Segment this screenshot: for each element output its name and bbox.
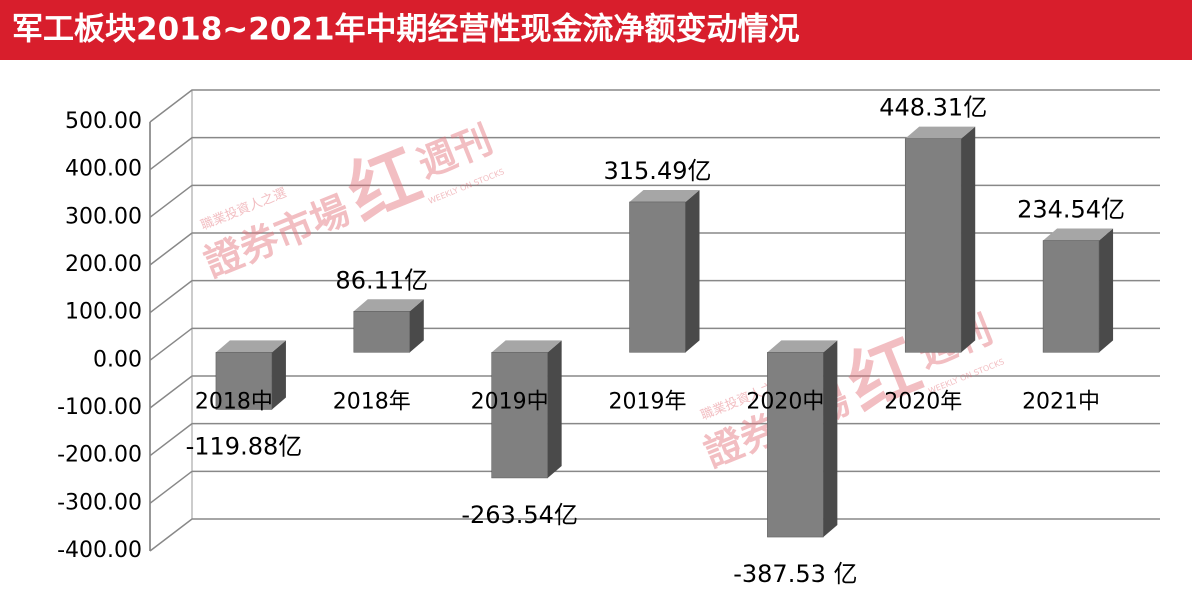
bar-side xyxy=(823,340,838,538)
bar xyxy=(904,138,962,353)
grid-line xyxy=(149,279,1160,314)
y-tick-label: 200.00 xyxy=(65,252,142,277)
x-tick-label: 2020中 xyxy=(746,389,824,414)
bar-side xyxy=(409,299,424,353)
x-tick-label: 2018年 xyxy=(333,389,411,414)
value-label: 234.54亿 xyxy=(1017,196,1125,224)
y-tick-label: 400.00 xyxy=(65,157,142,182)
y-tick-label: -300.00 xyxy=(57,490,142,515)
value-label: -119.88亿 xyxy=(186,432,303,460)
bar-top xyxy=(353,299,424,312)
bar-top xyxy=(629,189,700,202)
grid-line xyxy=(149,327,1160,361)
value-label: 315.49亿 xyxy=(604,157,712,185)
y-tick-label: 300.00 xyxy=(65,204,142,229)
x-tick-label: 2019中 xyxy=(471,389,549,414)
y-tick-label: 0.00 xyxy=(93,347,142,372)
bar xyxy=(1042,240,1100,353)
x-tick-label: 2018中 xyxy=(195,389,273,414)
value-label: -387.53 亿 xyxy=(733,560,857,588)
grid-line xyxy=(149,89,1160,123)
y-tick-label: -200.00 xyxy=(57,443,142,468)
bar-top xyxy=(215,340,286,353)
value-label: -263.54亿 xyxy=(461,501,578,529)
bar-top xyxy=(767,340,838,353)
grid-line xyxy=(149,136,1160,171)
title-bar xyxy=(0,0,1192,60)
y-tick-label: 100.00 xyxy=(65,300,142,325)
bar-top xyxy=(905,126,976,139)
bar-top xyxy=(1043,228,1114,241)
bar xyxy=(215,352,273,410)
grid-line xyxy=(149,518,1160,552)
x-tick-label: 2019年 xyxy=(609,389,687,414)
bar-side xyxy=(961,126,976,353)
value-label: 448.31亿 xyxy=(879,94,987,122)
value-label: 86.11亿 xyxy=(335,266,428,294)
bar xyxy=(629,201,686,353)
bar xyxy=(767,352,824,538)
grid-line xyxy=(149,184,1160,218)
y-tick-label: 500.00 xyxy=(65,109,142,134)
bar-top xyxy=(491,340,562,353)
bar-side xyxy=(1099,228,1114,353)
x-tick-label: 2021中 xyxy=(1022,389,1100,414)
bar-side xyxy=(271,340,286,410)
x-tick-label: 2020年 xyxy=(884,389,962,414)
bar xyxy=(353,311,411,353)
y-tick-label: -100.00 xyxy=(57,395,142,420)
chart-title: 军工板块2018~2021年中期经营性现金流净额变动情况 xyxy=(12,12,800,48)
bar-side xyxy=(685,189,700,353)
grid-line xyxy=(149,232,1160,266)
y-tick-label: -400.00 xyxy=(57,538,142,563)
bar xyxy=(491,352,548,479)
bar-side xyxy=(547,340,562,478)
grid-line xyxy=(149,470,1160,504)
